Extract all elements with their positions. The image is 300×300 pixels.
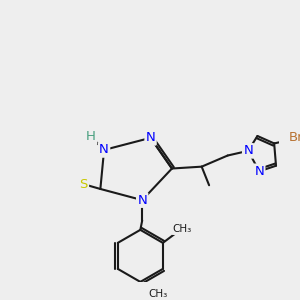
Text: H: H — [86, 130, 96, 143]
Text: N: N — [99, 143, 109, 156]
Text: N: N — [146, 131, 155, 144]
Text: Br: Br — [289, 131, 300, 144]
Text: N: N — [243, 144, 253, 158]
Text: N: N — [254, 165, 264, 178]
Text: CH₃: CH₃ — [173, 224, 192, 234]
Text: CH₃: CH₃ — [148, 289, 168, 299]
Text: S: S — [80, 178, 88, 191]
Text: N: N — [137, 194, 147, 207]
